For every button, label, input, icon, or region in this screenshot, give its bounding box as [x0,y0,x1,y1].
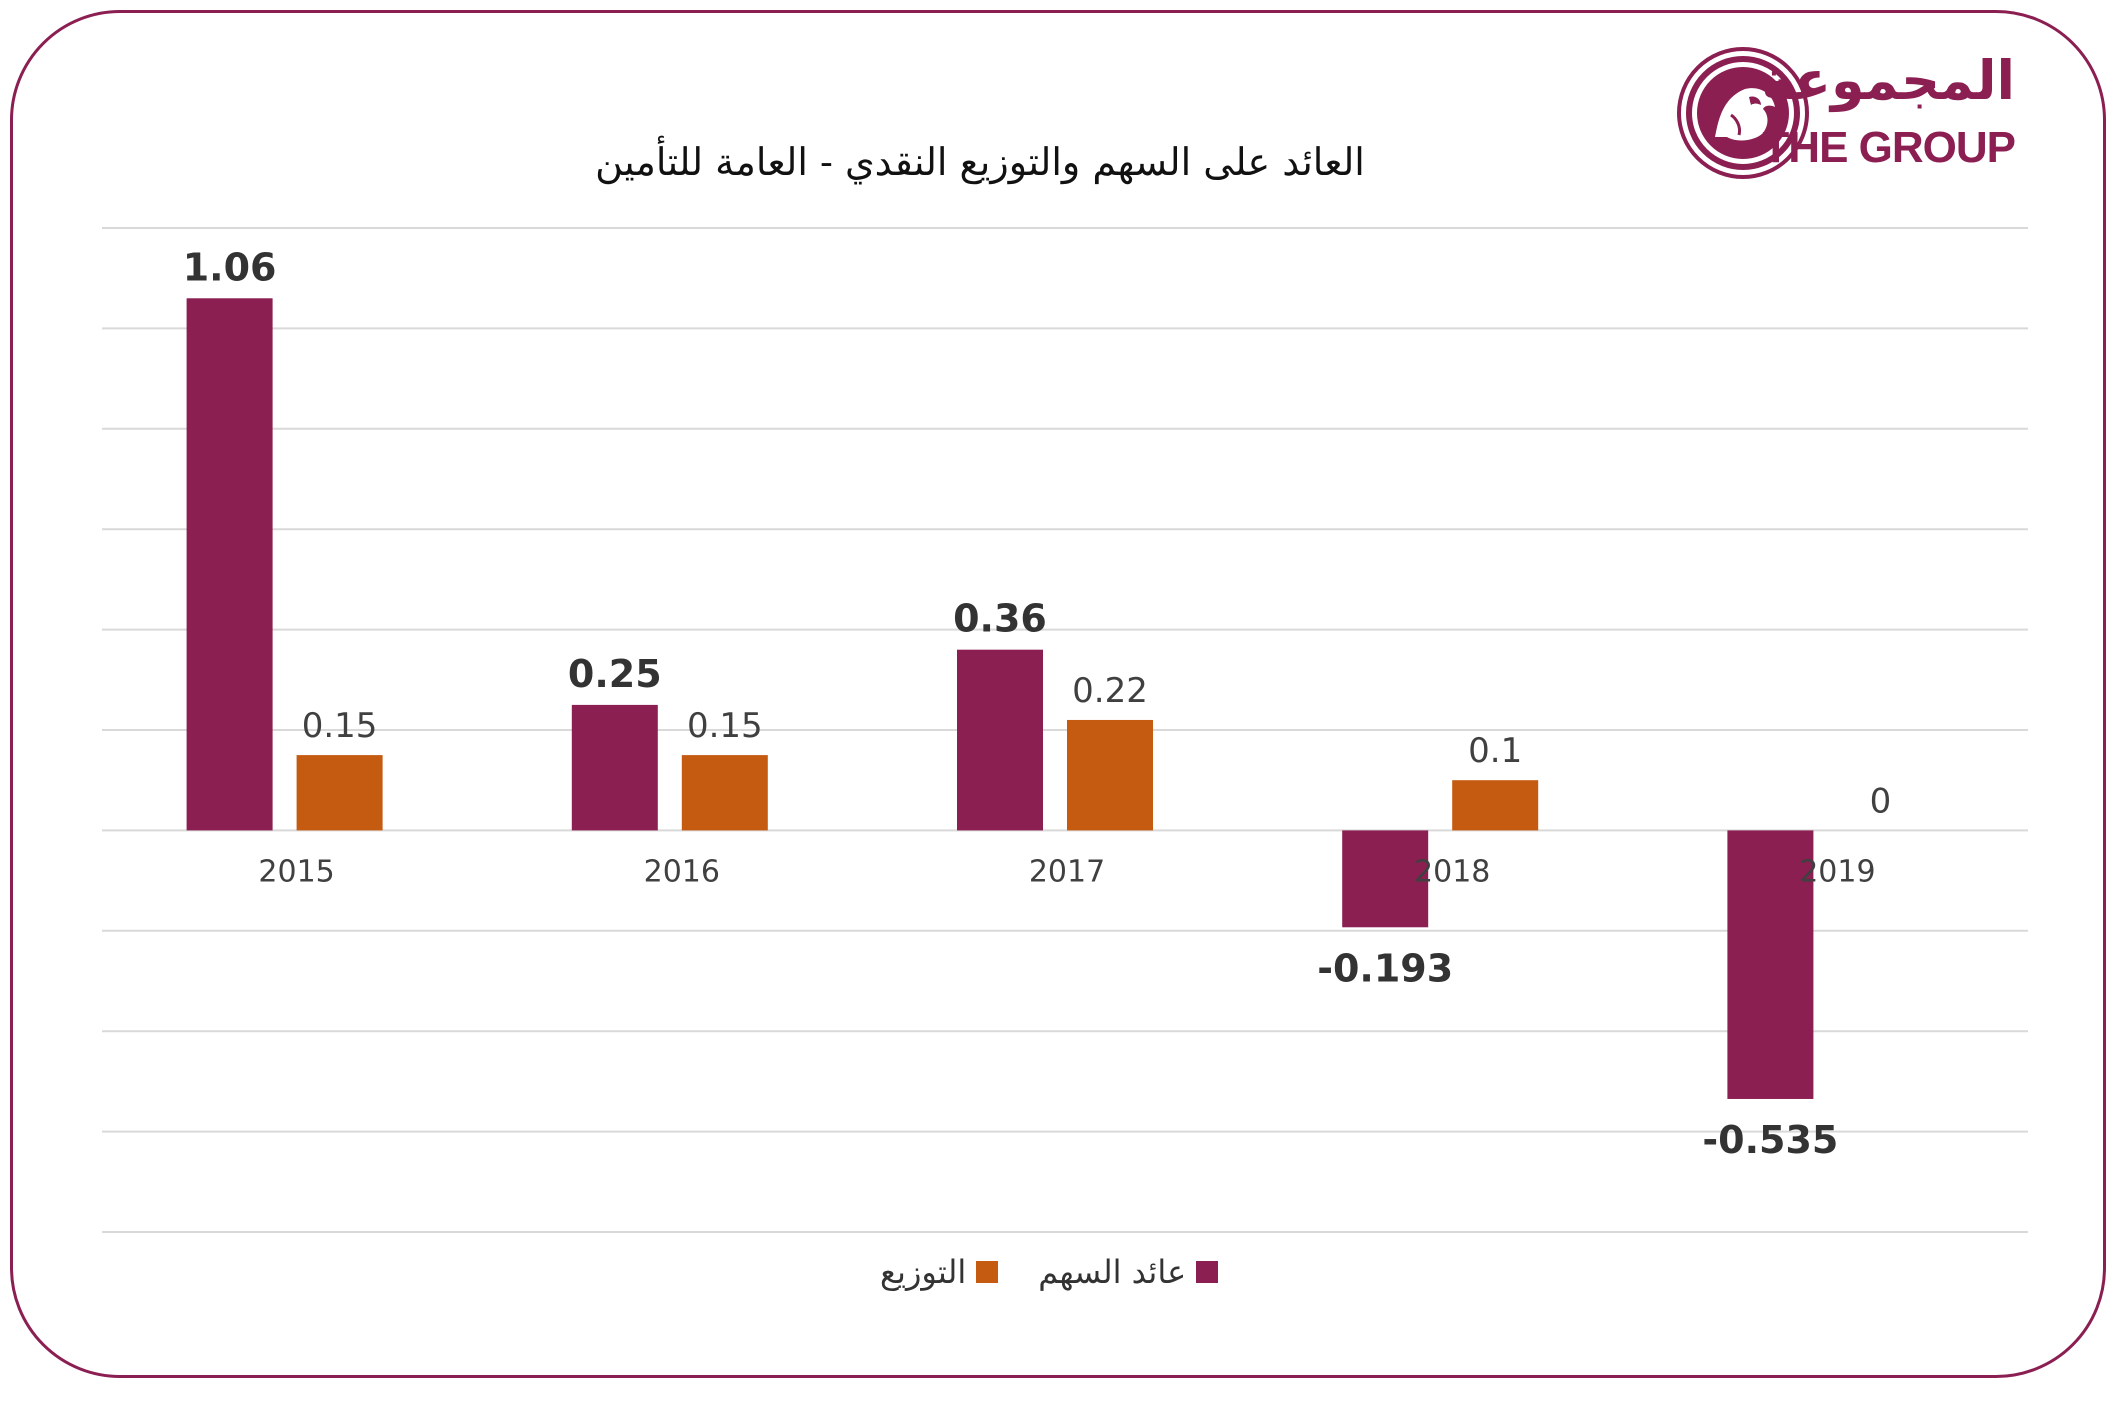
legend-swatch-eps [1196,1261,1219,1283]
bar-eps [1727,830,1814,1099]
bar-dividend [296,755,383,831]
data-label-eps: 0.36 [953,597,1047,641]
bar-dividend [1452,780,1539,831]
data-label-dividend: 0.15 [687,706,763,746]
logo-arabic-text: المجموعة [1761,49,2015,112]
x-tick-label: 2019 [1799,854,1875,889]
legend-swatch-dividend [976,1261,999,1283]
x-tick-labels: 2015 2016 2017 2018 2019 [258,854,1875,889]
legend-item-eps: عائد السهم [1038,1253,1219,1291]
data-label-dividend: 0.22 [1072,671,1148,711]
chart-title: العائد على السهم والتوزيع النقدي - العام… [595,140,1365,184]
data-label-eps: 1.06 [183,245,277,289]
legend-label-eps: عائد السهم [1038,1253,1187,1291]
bar-dividend [1067,719,1153,831]
company-logo: المجموعة THE GROUP [1675,45,2035,185]
slide-frame [10,10,2106,1378]
bar-eps [957,649,1043,831]
data-labels: 1.06 0.15 0.25 0.15 0.36 0.22 -0.193 0.1 -0.535 0 [183,245,1892,1162]
data-label-eps: -0.193 [1317,946,1453,990]
legend-item-dividend: التوزيع [880,1253,999,1291]
bar-dividend [681,755,768,831]
gridlines [102,227,2028,1233]
data-label-dividend: 0.1 [1468,731,1522,771]
bar-eps [1342,830,1429,928]
x-tick-label: 2017 [1029,854,1105,889]
bar-eps [186,298,273,831]
x-tick-label: 2016 [644,854,720,889]
logo-english-text: THE GROUP [1762,123,2016,172]
legend: عائد السهم التوزيع [880,1250,1219,1294]
x-tick-label: 2018 [1414,854,1490,889]
data-label-dividend: 0 [1870,781,1892,821]
falcon-emblem-icon [1677,47,1809,179]
data-label-dividend: 0.15 [302,706,378,746]
data-label-eps: -0.535 [1702,1118,1838,1162]
bars [186,298,1814,1099]
x-tick-label: 2015 [258,854,334,889]
legend-label-dividend: التوزيع [880,1253,967,1291]
data-label-eps: 0.25 [568,652,662,696]
bar-eps [571,704,658,831]
